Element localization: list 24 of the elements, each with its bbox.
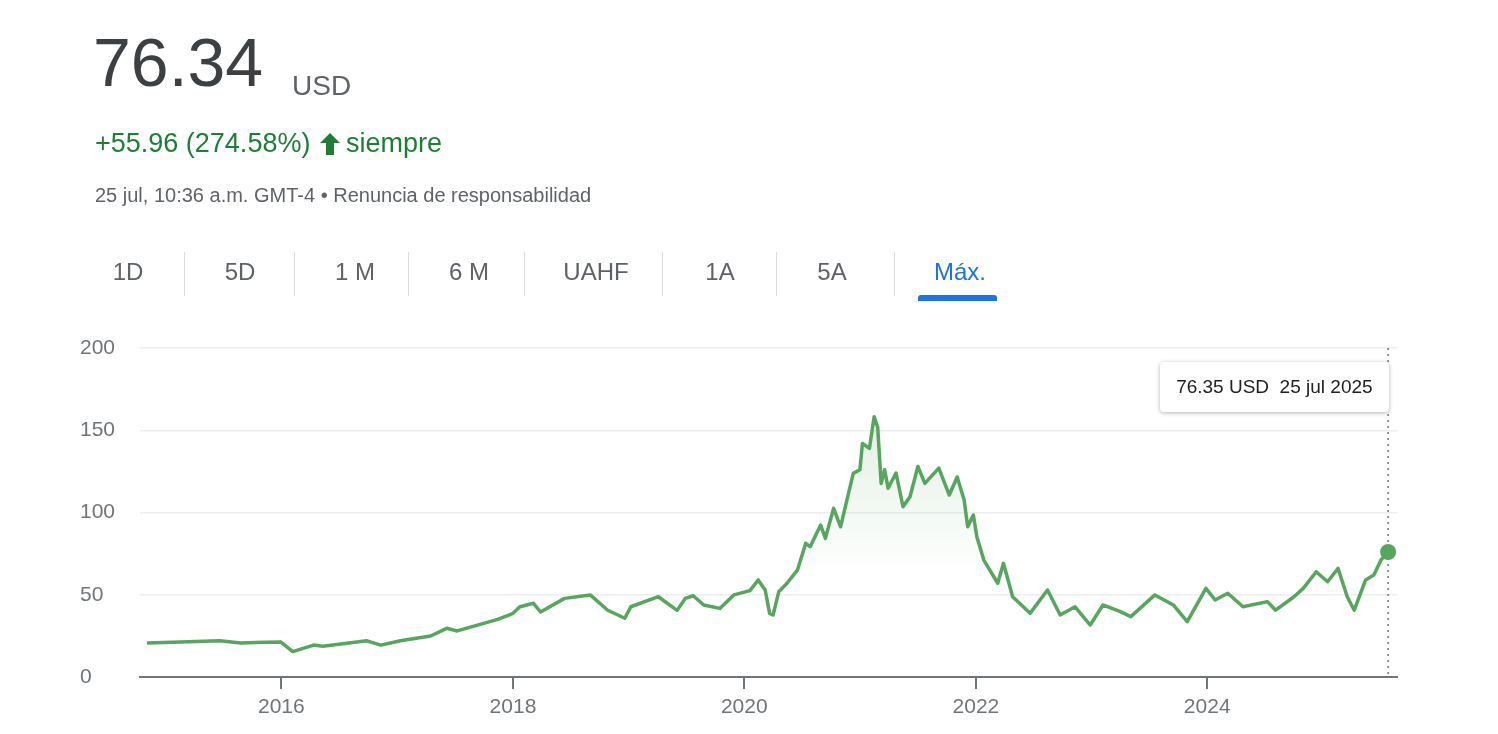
y-tick-label: 50	[80, 581, 104, 605]
text: siempre	[346, 128, 443, 159]
y-tick-label: 100	[80, 499, 116, 523]
x-tick-label: 2018	[489, 694, 537, 718]
y-tick-label: 200	[80, 334, 116, 358]
x-tick-label: 2020	[720, 694, 768, 718]
y-tick-label: 150	[80, 417, 116, 441]
x-tick-label: 2022	[952, 694, 1000, 718]
text: 5A	[816, 258, 848, 286]
text: USD	[292, 70, 352, 102]
text: 6 M	[448, 258, 490, 286]
text: UAHF	[562, 258, 630, 286]
chart-title: 76.34	[93, 24, 264, 100]
text: 1A	[704, 258, 736, 286]
text: 1 M	[334, 258, 376, 286]
chart-subtitle: +55.96 (274.58%)	[95, 128, 311, 159]
text: 1D	[111, 258, 145, 286]
text: 5D	[223, 258, 257, 286]
annotation: 76.35 USD 25 jul 2025	[1160, 362, 1389, 412]
x-tick-label: 2024	[1183, 694, 1231, 718]
x-tick-label: 2016	[257, 694, 305, 718]
text: 25 jul, 10:36 a.m. GMT-4 • Renuncia de responsabilidad	[95, 184, 592, 207]
y-tick-label: 0	[80, 663, 92, 687]
text: Máx.	[933, 258, 987, 286]
